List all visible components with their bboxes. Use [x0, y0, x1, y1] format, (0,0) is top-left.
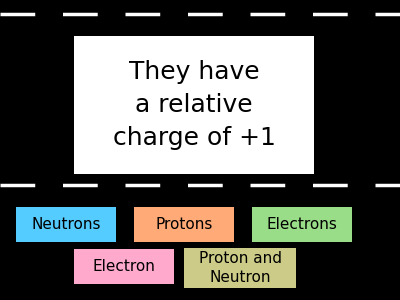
FancyBboxPatch shape — [134, 207, 234, 242]
Text: Electron: Electron — [92, 259, 156, 274]
Text: Protons: Protons — [155, 217, 213, 232]
FancyBboxPatch shape — [74, 249, 174, 284]
FancyBboxPatch shape — [252, 207, 352, 242]
Text: Electrons: Electrons — [266, 217, 338, 232]
Text: Proton and
Neutron: Proton and Neutron — [198, 251, 282, 284]
FancyBboxPatch shape — [184, 248, 296, 288]
FancyBboxPatch shape — [16, 207, 116, 242]
Text: Neutrons: Neutrons — [31, 217, 101, 232]
Text: They have
a relative
charge of +1: They have a relative charge of +1 — [112, 59, 276, 151]
FancyBboxPatch shape — [74, 36, 314, 174]
